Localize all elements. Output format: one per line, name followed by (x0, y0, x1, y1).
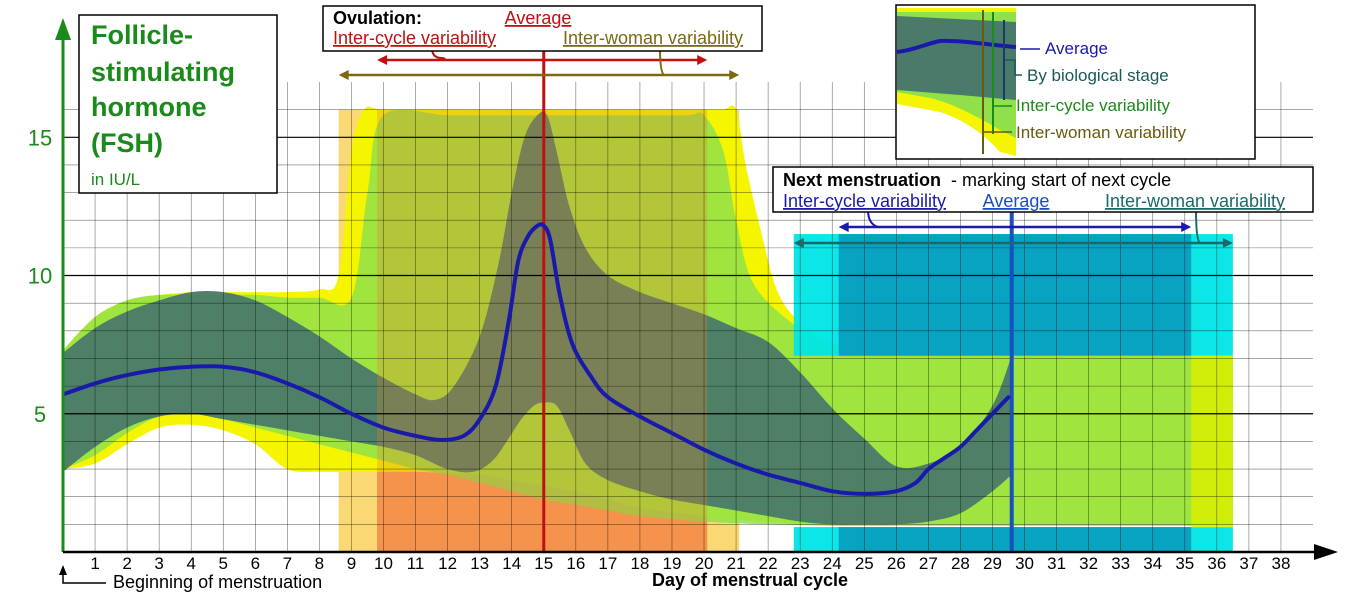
x-tick-label: 33 (1111, 554, 1130, 573)
origin-annotation: Beginning of menstruation (59, 565, 322, 592)
biological-stage-band (63, 111, 1012, 525)
legend-label-biological: By biological stage (1027, 66, 1169, 85)
x-tick-label: 2 (122, 554, 131, 573)
x-tick-label: 26 (887, 554, 906, 573)
ovulation-inter-woman-label: Inter-woman variability (563, 28, 743, 48)
title-line-2: stimulating (91, 57, 235, 87)
menstruation-inter-woman-arrow-head-right (1222, 238, 1233, 248)
x-tick-label: 31 (1047, 554, 1066, 573)
average-curve (63, 222, 1011, 496)
title-line-1: Follicle- (91, 20, 193, 50)
title-line-4: (FSH) (91, 128, 163, 158)
next-menstruation-title: Next menstruation (783, 170, 941, 190)
legend-label-inter-woman: Inter-woman variability (1016, 123, 1187, 142)
x-tick-label: 35 (1175, 554, 1194, 573)
legend: Average By biological stage Inter-cycle … (895, 4, 1256, 160)
ovulation-title: Ovulation: (333, 8, 422, 28)
next-menstruation-subtitle: - marking start of next cycle (951, 170, 1171, 190)
y-tick-label: 5 (34, 402, 46, 427)
x-tick-label: 32 (1079, 554, 1098, 573)
ovulation-inter-cycle-brace (431, 47, 446, 61)
x-tick-label: 16 (566, 554, 585, 573)
x-tick-label: 12 (438, 554, 457, 573)
x-tick-label: 15 (534, 554, 553, 573)
ovulation-average-label: Average (505, 8, 572, 28)
x-tick-label: 27 (919, 554, 938, 573)
x-tick-label: 21 (727, 554, 746, 573)
title-line-3: hormone (91, 92, 207, 122)
menstruation-inter-cycle-window (838, 234, 1192, 356)
next-menstruation-header: Next menstruation - marking start of nex… (772, 166, 1314, 213)
x-axis-arrowhead (1314, 544, 1338, 560)
x-axis-label: Day of menstrual cycle (652, 570, 848, 590)
x-tick-label: 19 (663, 554, 682, 573)
next-menstruation-inter-cycle-label: Inter-cycle variability (783, 191, 946, 211)
x-tick-label: 30 (1015, 554, 1034, 573)
x-tick-label: 36 (1207, 554, 1226, 573)
menstruation-inter-cycle-arrow-head-right (1181, 222, 1192, 232)
x-tick-label: 20 (695, 554, 714, 573)
x-tick-label: 25 (855, 554, 874, 573)
x-tick-label: 24 (823, 554, 842, 573)
x-tick-label: 29 (983, 554, 1002, 573)
unit-label: in IU/L (91, 170, 140, 189)
average-curve-group (63, 222, 1011, 496)
tick-labels: 1 2 3 4 5 6 7 8 9 10 11 12 13 14 15 16 17 18 19 20 21 22 23 24 2… (28, 125, 1291, 573)
ovulation-inter-woman-arrow-head-right (729, 70, 740, 80)
ovulation-inter-cycle-arrow-head-right (697, 55, 708, 65)
x-tick-label: 14 (502, 554, 521, 573)
legend-label-inter-cycle: Inter-cycle variability (1016, 96, 1170, 115)
title-box: Follicle- stimulating hormone (FSH) in I… (78, 14, 278, 194)
y-tick-label: 10 (28, 264, 52, 289)
ovulation-inter-cycle-label: Inter-cycle variability (333, 28, 496, 48)
x-tick-label: 34 (1143, 554, 1162, 573)
origin-label: Beginning of menstruation (113, 572, 322, 592)
svg-text:Next menstruation - mark: Next menstruation - marking start of nex… (783, 170, 1171, 190)
menstruation-inter-cycle-bottom (838, 527, 1192, 552)
x-tick-label: 10 (374, 554, 393, 573)
x-tick-label: 4 (186, 554, 195, 573)
ovulation-inter-woman-brace (659, 47, 665, 76)
menstruation-inter-woman-arrow-head-left (793, 238, 804, 248)
x-tick-label: 7 (283, 554, 292, 573)
x-tick-label: 13 (470, 554, 489, 573)
grid (62, 82, 1313, 552)
menstruation-inter-woman-brace (1195, 209, 1201, 244)
x-tick-label: 17 (598, 554, 617, 573)
x-tick-label: 18 (630, 554, 649, 573)
ovulation-inter-cycle-arrow-head-left (377, 55, 388, 65)
x-tick-label: 6 (251, 554, 260, 573)
ovulation-inter-woman-arrow-head-left (338, 70, 349, 80)
axes (55, 18, 1338, 560)
legend-swatch-biological (897, 16, 1016, 100)
x-tick-label: 38 (1271, 554, 1290, 573)
event-markers (338, 22, 1233, 552)
x-tick-label: 37 (1239, 554, 1258, 573)
y-tick-label: 15 (28, 125, 52, 150)
x-tick-label: 23 (791, 554, 810, 573)
x-tick-label: 28 (951, 554, 970, 573)
ovulation-header: Ovulation: Average Inter-cycle variabili… (322, 5, 763, 52)
x-tick-label: 22 (759, 554, 778, 573)
x-tick-label: 11 (407, 554, 425, 573)
x-tick-label: 9 (347, 554, 356, 573)
x-tick-label: 5 (219, 554, 228, 573)
menstruation-inter-cycle-arrow-head-left (838, 222, 849, 232)
y-axis-arrowhead (55, 18, 71, 40)
x-tick-label: 3 (154, 554, 163, 573)
x-tick-label: 1 (90, 554, 99, 573)
next-menstruation-average-label: Average (983, 191, 1050, 211)
x-tick-label: 8 (315, 554, 324, 573)
legend-label-average: Average (1045, 39, 1108, 58)
next-menstruation-inter-woman-label: Inter-woman variability (1105, 191, 1285, 211)
